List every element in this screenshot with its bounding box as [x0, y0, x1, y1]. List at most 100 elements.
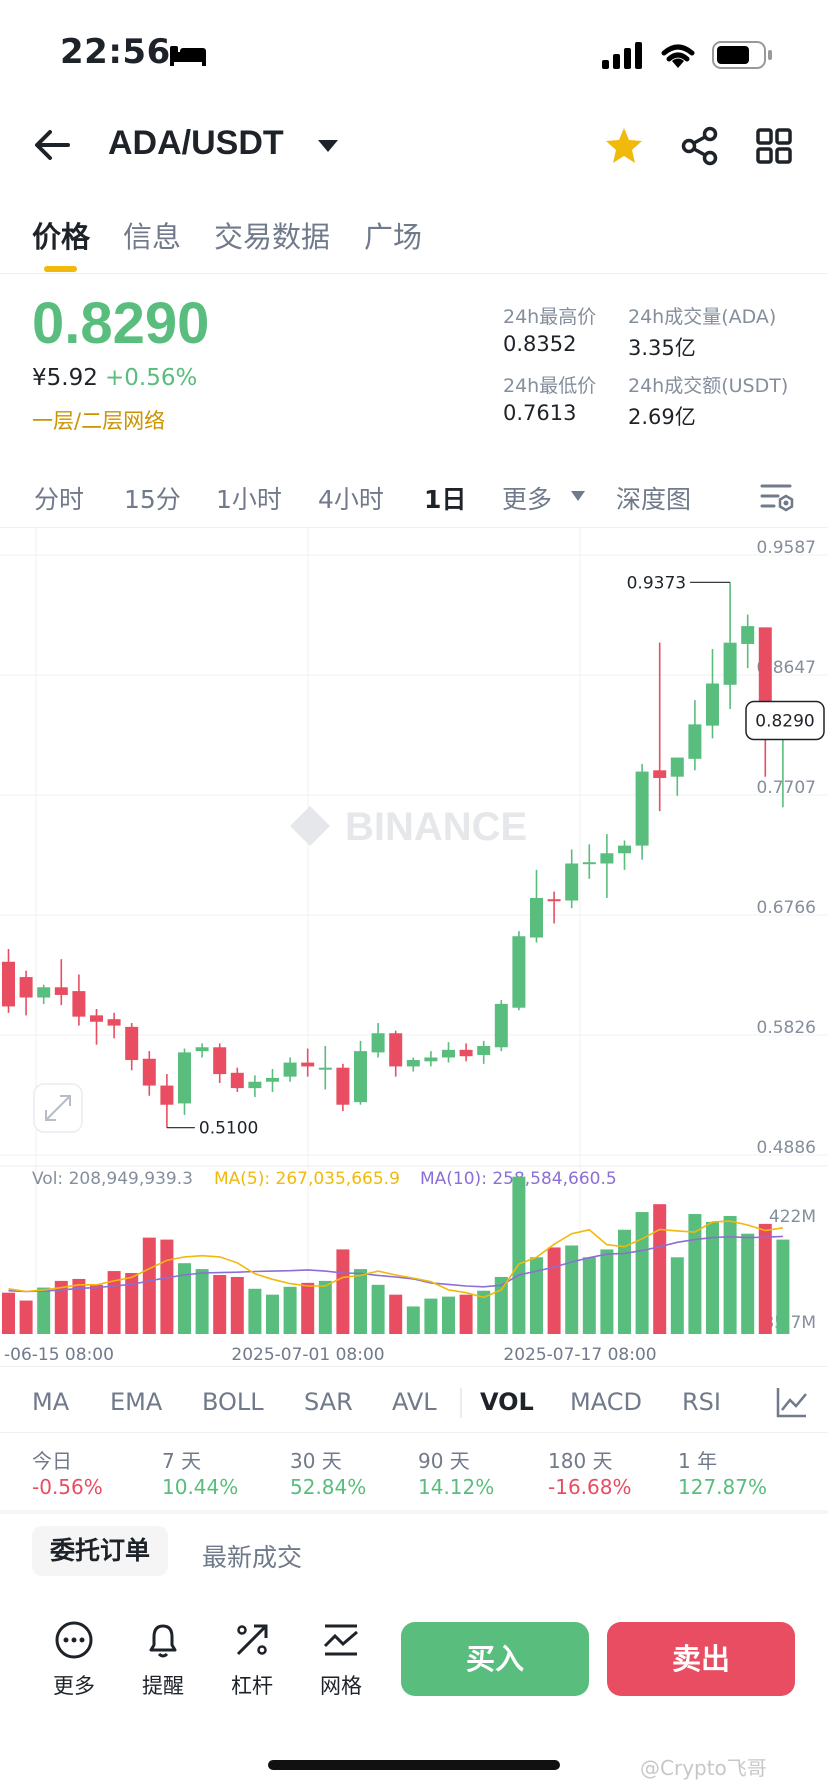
section-divider: [0, 1510, 828, 1514]
tab-open-orders[interactable]: 委托订单: [32, 1526, 168, 1576]
sell-button[interactable]: 卖出: [607, 1622, 795, 1696]
candle-body: [600, 853, 614, 864]
candle-body: [213, 1047, 227, 1075]
grid-apps-icon[interactable]: [756, 128, 792, 164]
tab-price[interactable]: 价格: [32, 220, 91, 254]
chart-settings-icon[interactable]: [760, 482, 796, 514]
candle-body: [195, 1047, 209, 1052]
candle-body: [301, 1062, 315, 1067]
ma5-legend: MA(5): 267,035,665.9: [214, 1169, 400, 1189]
volume-bar: [90, 1284, 103, 1334]
perf-label: 30 天: [290, 1449, 342, 1473]
indicator-vol[interactable]: VOL: [480, 1388, 534, 1416]
back-arrow-icon[interactable]: [34, 128, 72, 162]
vol-legend: Vol: 208,949,939.3: [32, 1169, 193, 1189]
tab-latest-trades[interactable]: 最新成交: [202, 1543, 303, 1572]
indicator-separator: [460, 1388, 462, 1418]
volume-bar: [653, 1204, 667, 1334]
volume-bar: [37, 1287, 51, 1334]
candle-body: [90, 1015, 103, 1022]
perf-value: 10.44%: [162, 1475, 239, 1499]
network-tag[interactable]: 一层/二层网络: [32, 409, 166, 433]
indicator-boll[interactable]: BOLL: [202, 1388, 264, 1416]
timeframe-4h[interactable]: 4小时: [318, 485, 384, 514]
last-price-box: [745, 700, 825, 741]
volume-bar: [758, 1223, 772, 1334]
candle-body: [336, 1067, 350, 1105]
candle-body: [2, 961, 15, 1007]
tab-square[interactable]: 广场: [364, 220, 423, 254]
y-tick-label: 0.4886: [757, 1138, 816, 1158]
volume-bar: [406, 1306, 420, 1334]
volume-bar: [301, 1282, 315, 1334]
candle-body: [530, 897, 543, 938]
status-bar: 22:56: [0, 0, 828, 110]
volume-bar: [248, 1288, 262, 1334]
candle-body: [125, 1026, 139, 1061]
volume-bar: [741, 1233, 755, 1334]
indicator-ema[interactable]: EMA: [110, 1388, 163, 1416]
indicator-divider: [0, 1432, 828, 1433]
volume-bar: [723, 1215, 737, 1334]
volume-bar: [600, 1249, 614, 1334]
y-tick-label: 0.9587: [757, 538, 816, 558]
candle-body: [318, 1067, 332, 1070]
timeframe-line[interactable]: 分时: [34, 485, 85, 514]
volume-bar: [19, 1300, 33, 1334]
indicator-settings-icon[interactable]: [776, 1386, 808, 1418]
footer-watermark: @Crypto飞哥: [640, 1756, 767, 1780]
tab-info[interactable]: 信息: [123, 220, 182, 254]
cellular-signal-icon: [602, 42, 642, 69]
tab-trading-data[interactable]: 交易数据: [214, 220, 331, 254]
indicator-avl[interactable]: AVL: [392, 1388, 437, 1416]
volume-bar: [54, 1280, 68, 1334]
volume-bar: [213, 1274, 227, 1334]
tab-indicator: [44, 266, 77, 272]
perf-value: 127.87%: [678, 1475, 767, 1499]
more-button[interactable]: 更多: [34, 1620, 114, 1700]
candle-body: [266, 1077, 279, 1082]
status-time: 22:56: [60, 32, 171, 72]
candle-body: [459, 1049, 473, 1057]
leverage-label: 杠杆: [231, 1674, 273, 1698]
perf-value: -16.68%: [548, 1475, 632, 1499]
indicator-macd[interactable]: MACD: [570, 1388, 642, 1416]
chevron-down-icon[interactable]: [316, 138, 340, 154]
leverage-button[interactable]: 杠杆: [212, 1620, 292, 1700]
vol-base-label: 24h成交量(ADA): [628, 306, 777, 328]
candle-body: [670, 757, 684, 777]
candle-body: [389, 1033, 403, 1067]
alert-button[interactable]: 提醒: [123, 1620, 203, 1700]
kline-chart[interactable]: BINANCE0.95870.86470.77070.67660.58260.4…: [0, 528, 828, 1370]
high-label: 24h最高价: [503, 306, 597, 328]
depth-chart-tab[interactable]: 深度图: [616, 485, 692, 514]
share-icon[interactable]: [680, 126, 720, 166]
low-label: 24h最低价: [503, 375, 597, 397]
star-icon[interactable]: [604, 126, 644, 164]
grid-button[interactable]: 网格: [301, 1620, 381, 1700]
candle-body: [178, 1052, 191, 1104]
ma10-line: [8, 1235, 783, 1293]
x-tick-label: -06-15 08:00: [4, 1345, 114, 1365]
expand-icon: [45, 1095, 71, 1121]
timeframe-more[interactable]: 更多: [502, 485, 553, 514]
timeframe-divider: [0, 527, 828, 528]
more-chevron-icon[interactable]: [570, 490, 586, 502]
indicator-sar[interactable]: SAR: [304, 1388, 353, 1416]
indicator-ma[interactable]: MA: [32, 1388, 70, 1416]
pair-title[interactable]: ADA/USDT: [108, 124, 284, 162]
candle-body: [37, 987, 51, 998]
x-tick-label: 2025-07-01 08:00: [231, 1345, 384, 1365]
volume-bar: [195, 1269, 209, 1334]
vol-quote-label: 24h成交额(USDT): [628, 375, 789, 397]
indicator-rsi[interactable]: RSI: [682, 1388, 721, 1416]
binance-logo-icon: [290, 806, 330, 846]
candle-body: [688, 724, 702, 759]
volume-bar: [618, 1229, 631, 1334]
ma5-line: [8, 1220, 784, 1299]
timeframe-1h[interactable]: 1小时: [216, 485, 282, 514]
buy-button[interactable]: 买入: [401, 1622, 589, 1696]
volume-bar: [706, 1221, 719, 1334]
timeframe-1d[interactable]: 1日: [424, 485, 467, 514]
timeframe-15m[interactable]: 15分: [124, 485, 181, 514]
